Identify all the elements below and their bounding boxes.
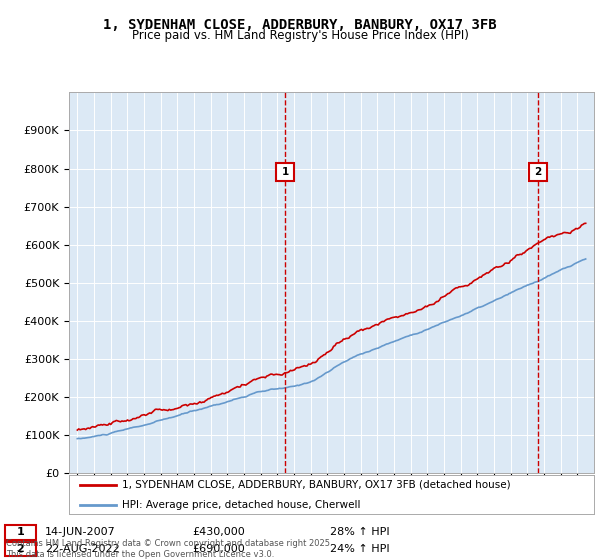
Text: HPI: Average price, detached house, Cherwell: HPI: Average price, detached house, Cher… <box>121 500 360 510</box>
FancyBboxPatch shape <box>5 525 36 539</box>
FancyBboxPatch shape <box>5 542 36 557</box>
Text: 1, SYDENHAM CLOSE, ADDERBURY, BANBURY, OX17 3FB (detached house): 1, SYDENHAM CLOSE, ADDERBURY, BANBURY, O… <box>121 480 510 490</box>
Text: £430,000: £430,000 <box>192 528 245 538</box>
Text: 2: 2 <box>535 167 542 178</box>
Text: 14-JUN-2007: 14-JUN-2007 <box>45 528 116 538</box>
Text: 24% ↑ HPI: 24% ↑ HPI <box>330 544 389 554</box>
Text: £690,000: £690,000 <box>192 544 245 554</box>
Text: 1: 1 <box>281 167 289 178</box>
Text: 22-AUG-2022: 22-AUG-2022 <box>45 544 120 554</box>
Text: Price paid vs. HM Land Registry's House Price Index (HPI): Price paid vs. HM Land Registry's House … <box>131 29 469 42</box>
Text: 2: 2 <box>17 544 24 554</box>
Text: 1: 1 <box>17 528 24 538</box>
Text: 28% ↑ HPI: 28% ↑ HPI <box>330 528 389 538</box>
Text: 1, SYDENHAM CLOSE, ADDERBURY, BANBURY, OX17 3FB: 1, SYDENHAM CLOSE, ADDERBURY, BANBURY, O… <box>103 18 497 32</box>
Text: Contains HM Land Registry data © Crown copyright and database right 2025.
This d: Contains HM Land Registry data © Crown c… <box>6 539 332 559</box>
